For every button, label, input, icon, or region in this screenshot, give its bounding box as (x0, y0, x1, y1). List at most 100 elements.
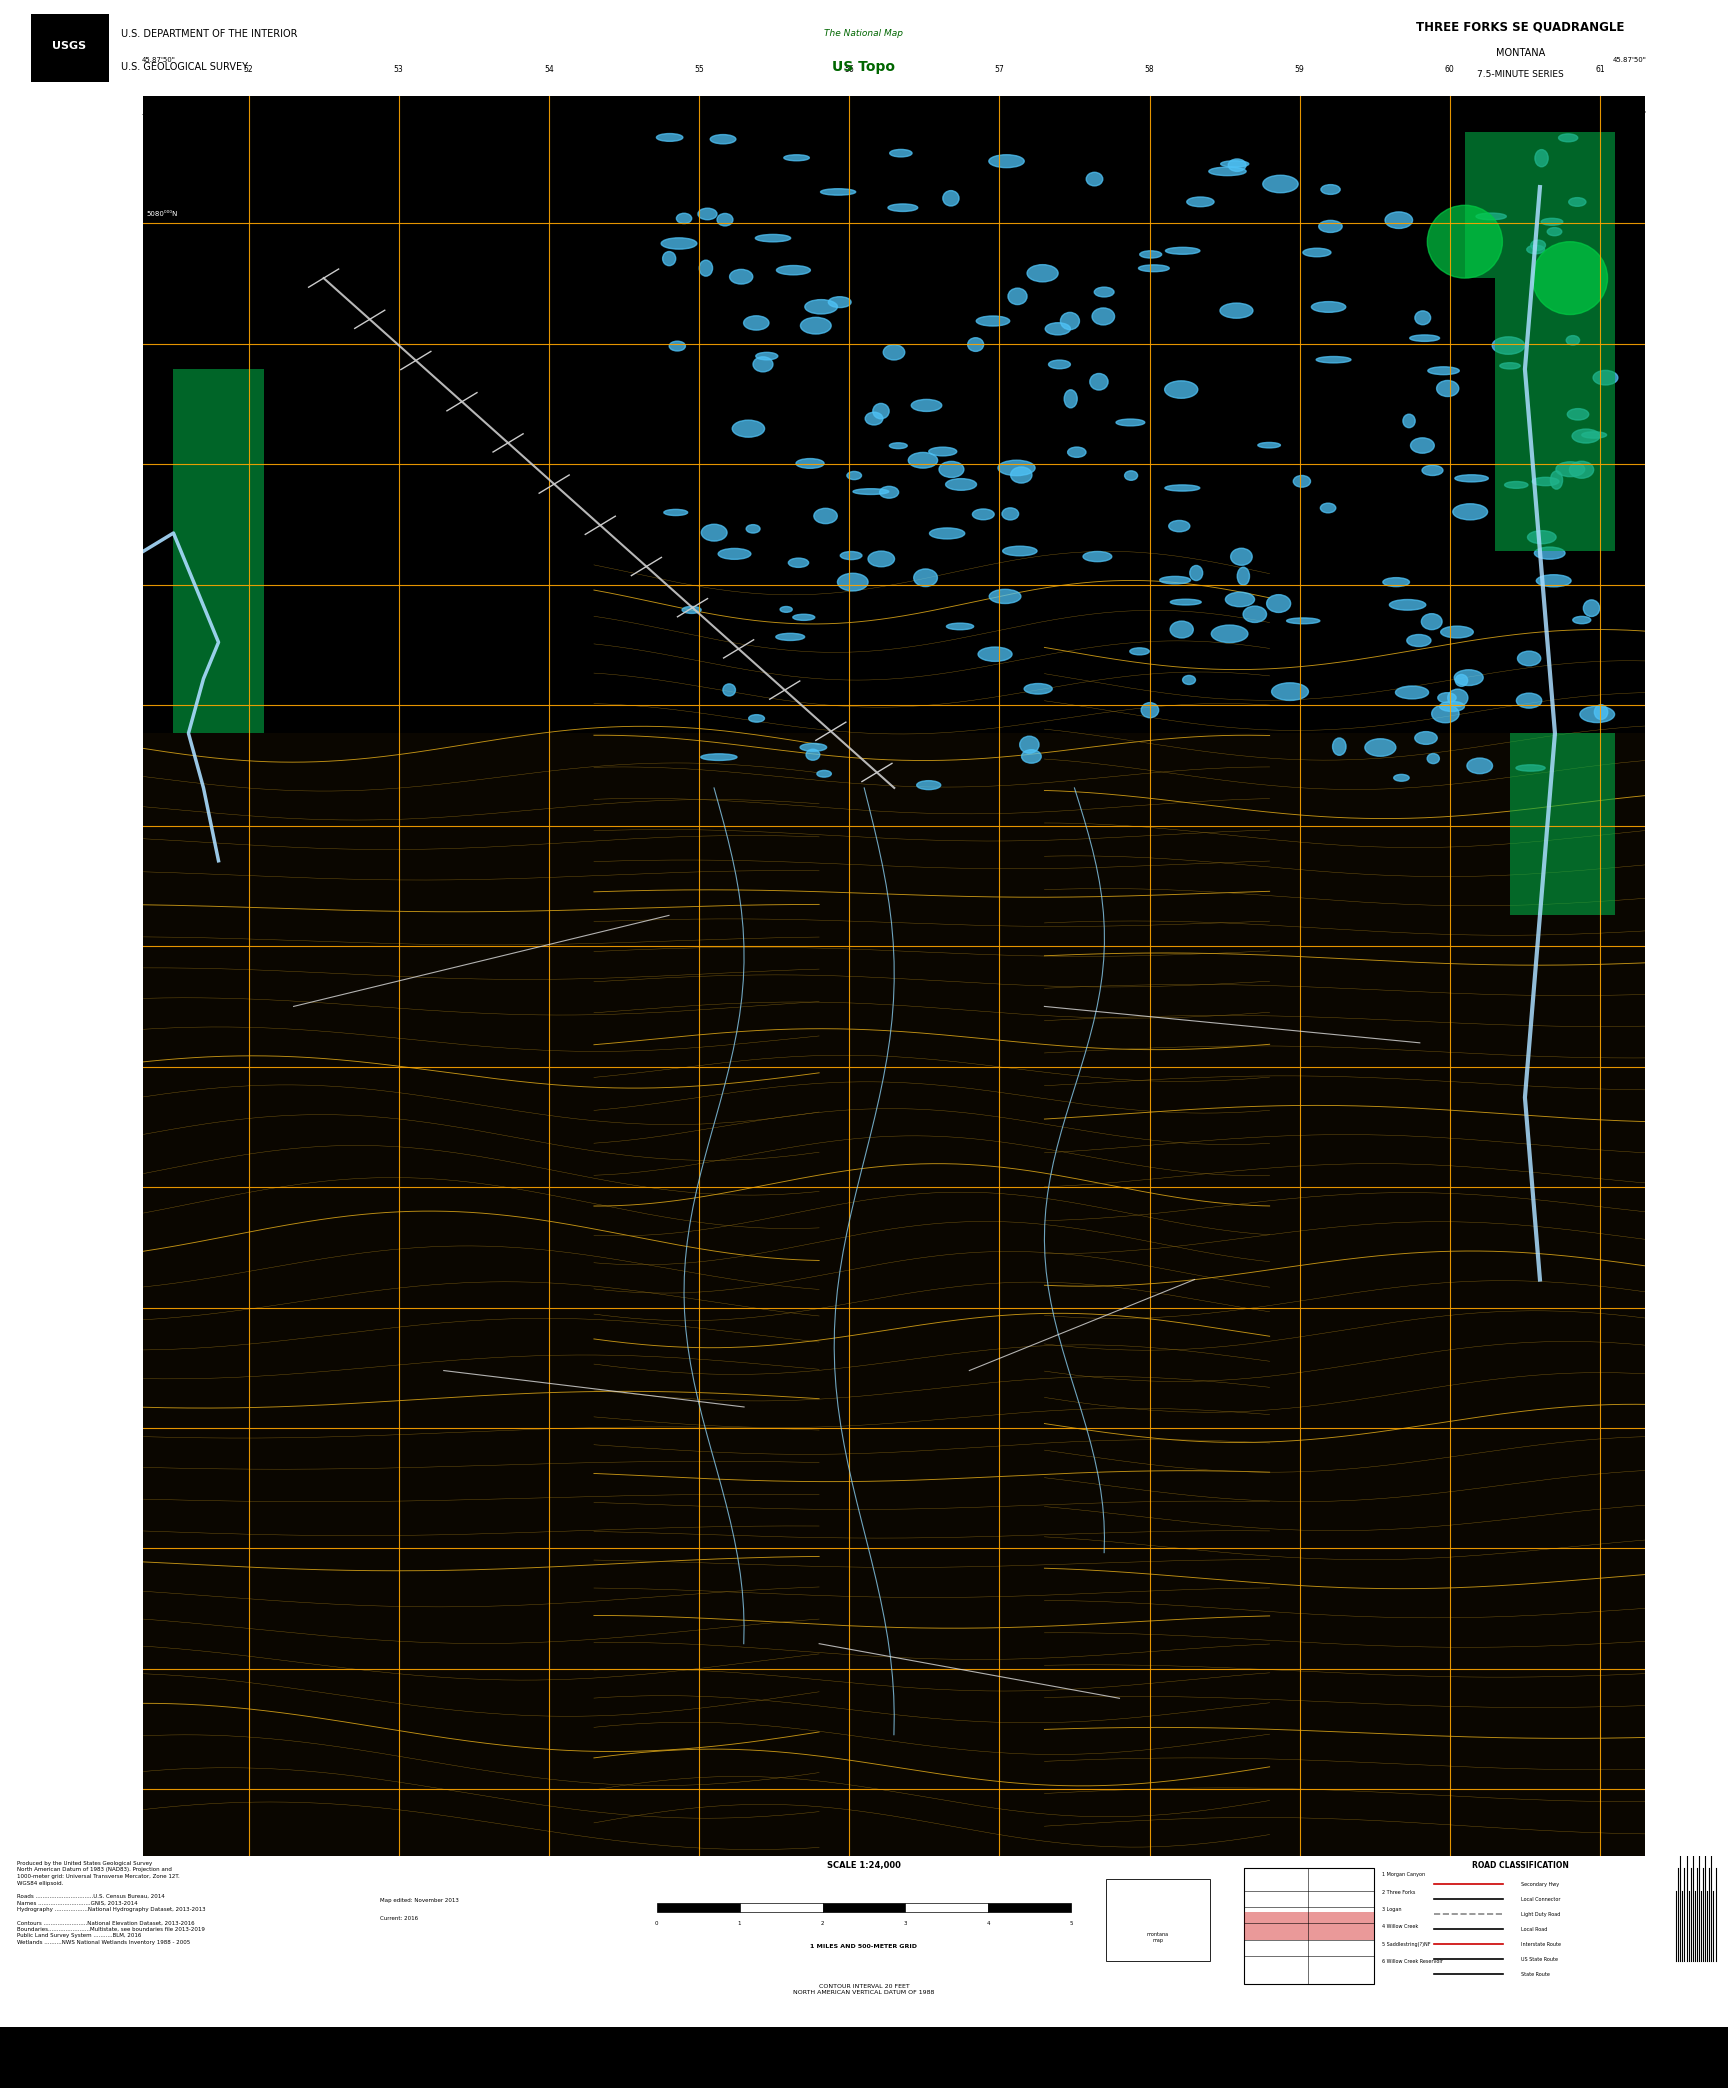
Ellipse shape (1225, 593, 1255, 608)
Ellipse shape (1049, 359, 1070, 370)
Text: 70: 70 (116, 1424, 126, 1432)
Ellipse shape (793, 614, 816, 620)
Ellipse shape (1517, 693, 1541, 708)
Ellipse shape (698, 209, 717, 219)
Ellipse shape (938, 461, 964, 478)
Ellipse shape (1427, 754, 1439, 764)
Ellipse shape (722, 685, 736, 695)
Text: 78: 78 (1662, 459, 1673, 470)
Ellipse shape (1092, 307, 1115, 326)
Ellipse shape (1583, 599, 1600, 616)
Text: 5: 5 (1070, 1921, 1073, 1925)
Text: Secondary Hwy: Secondary Hwy (1521, 1881, 1559, 1888)
Text: 61: 61 (1595, 1938, 1605, 1948)
Ellipse shape (1317, 357, 1351, 363)
Bar (1244, 1869, 1374, 1984)
Ellipse shape (1318, 221, 1343, 232)
Bar (1510, 733, 1616, 915)
Ellipse shape (1320, 503, 1336, 514)
Ellipse shape (1448, 689, 1467, 706)
Ellipse shape (1534, 547, 1566, 560)
Ellipse shape (1229, 159, 1246, 171)
Bar (1465, 132, 1616, 278)
Text: 76: 76 (1662, 702, 1673, 710)
Ellipse shape (945, 478, 976, 491)
Ellipse shape (1258, 443, 1280, 449)
Ellipse shape (1087, 173, 1102, 186)
Ellipse shape (1021, 750, 1042, 764)
Text: 60: 60 (1445, 65, 1455, 75)
Ellipse shape (888, 205, 918, 211)
Bar (988, 1902, 1071, 1913)
Text: 70: 70 (1662, 1424, 1673, 1432)
Text: 45.7500': 45.7500' (1616, 1902, 1647, 1908)
Ellipse shape (1410, 438, 1434, 453)
Ellipse shape (1011, 468, 1032, 482)
Ellipse shape (1500, 363, 1521, 370)
Ellipse shape (1438, 693, 1457, 704)
Ellipse shape (1220, 161, 1249, 167)
Ellipse shape (1165, 380, 1198, 399)
Text: The National Map: The National Map (824, 29, 904, 38)
Ellipse shape (1002, 507, 1018, 520)
Text: 80: 80 (116, 219, 126, 228)
Ellipse shape (717, 213, 733, 226)
Ellipse shape (1165, 246, 1199, 255)
Ellipse shape (657, 134, 683, 142)
Ellipse shape (1476, 213, 1507, 219)
Ellipse shape (1427, 205, 1502, 278)
Text: 79: 79 (1662, 340, 1673, 349)
Text: 55: 55 (695, 1938, 703, 1948)
Text: 45.87'50": 45.87'50" (142, 56, 176, 63)
Ellipse shape (1025, 683, 1052, 693)
Ellipse shape (1407, 635, 1431, 647)
Text: 59: 59 (1294, 1938, 1305, 1948)
Text: 2: 2 (821, 1921, 824, 1925)
Ellipse shape (1531, 240, 1545, 251)
Ellipse shape (755, 234, 791, 242)
Text: 54: 54 (544, 65, 553, 75)
Text: 56: 56 (845, 1938, 854, 1948)
Text: Interstate Route: Interstate Route (1521, 1942, 1560, 1946)
Text: 68: 68 (1662, 1664, 1673, 1672)
Ellipse shape (1165, 484, 1199, 491)
Ellipse shape (909, 453, 938, 468)
Ellipse shape (1272, 683, 1308, 699)
Ellipse shape (1002, 547, 1037, 555)
Ellipse shape (1579, 706, 1614, 722)
Ellipse shape (1168, 520, 1191, 532)
Text: THREE FORKS SE QUADRANGLE: THREE FORKS SE QUADRANGLE (1417, 21, 1624, 33)
Text: 55: 55 (695, 65, 703, 75)
Text: 71: 71 (116, 1303, 126, 1311)
Ellipse shape (1455, 474, 1488, 482)
Ellipse shape (1026, 265, 1058, 282)
Ellipse shape (776, 265, 810, 276)
Ellipse shape (805, 750, 819, 760)
Ellipse shape (883, 345, 905, 359)
Ellipse shape (1312, 301, 1346, 313)
Text: 67: 67 (1662, 1785, 1673, 1794)
Text: SCALE 1:24,000: SCALE 1:24,000 (828, 1860, 900, 1871)
Text: 71: 71 (1662, 1303, 1673, 1311)
Ellipse shape (988, 589, 1021, 603)
Ellipse shape (1533, 242, 1607, 315)
Ellipse shape (664, 509, 688, 516)
Ellipse shape (702, 524, 727, 541)
Ellipse shape (1567, 409, 1588, 420)
Text: 69: 69 (1662, 1543, 1673, 1553)
Ellipse shape (1263, 175, 1298, 192)
Bar (31, 15, 109, 81)
Text: 52: 52 (244, 1938, 254, 1948)
Ellipse shape (1386, 211, 1412, 228)
Ellipse shape (1533, 478, 1559, 487)
Ellipse shape (1559, 134, 1578, 142)
Ellipse shape (1415, 311, 1431, 326)
Ellipse shape (710, 134, 736, 144)
Text: 57: 57 (995, 65, 1004, 75)
Ellipse shape (873, 403, 890, 420)
Ellipse shape (847, 472, 862, 480)
Ellipse shape (1140, 702, 1159, 718)
Ellipse shape (943, 190, 959, 207)
Ellipse shape (785, 155, 809, 161)
Ellipse shape (840, 551, 862, 560)
